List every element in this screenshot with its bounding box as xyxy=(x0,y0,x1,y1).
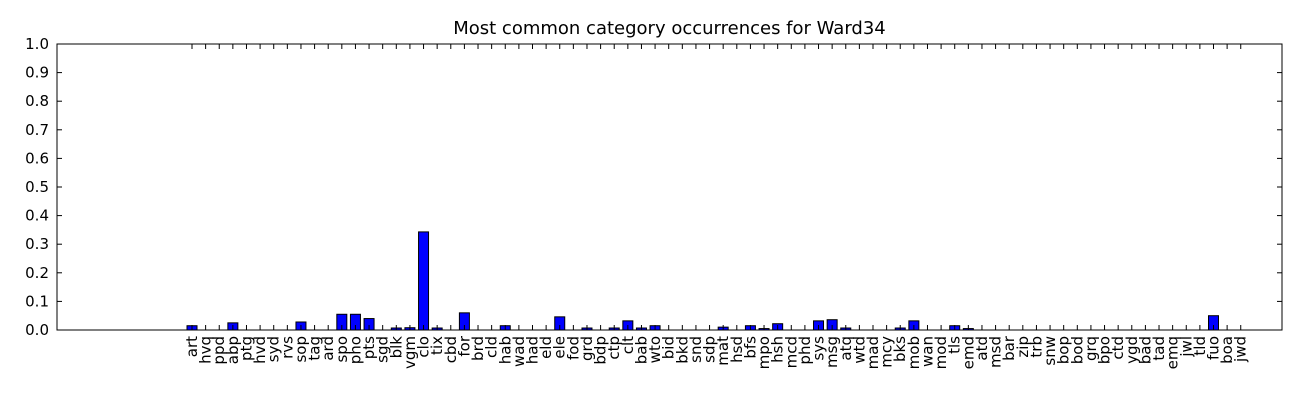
x-tick-label: pho xyxy=(346,336,364,364)
x-tick-label: clo xyxy=(415,336,433,358)
x-tick-label: blk xyxy=(387,336,405,359)
x-tick-label: had xyxy=(524,336,542,364)
x-tick-label: atq xyxy=(837,336,855,361)
y-tick-label: 0.2 xyxy=(25,264,49,282)
x-tick-label: grd xyxy=(578,336,596,361)
x-tick-label: bab xyxy=(632,336,650,364)
x-tick-label: sdp xyxy=(701,336,719,363)
plot-frame xyxy=(56,43,1283,331)
y-tick-label: 0.1 xyxy=(25,292,49,310)
x-tick-label: spo xyxy=(333,336,351,363)
y-tick-label: 0.9 xyxy=(25,64,49,82)
x-tick-label: brd xyxy=(469,336,487,361)
x-tick-label: msg xyxy=(823,336,841,368)
x-tick-label: grq xyxy=(1082,336,1100,361)
x-tick-label: snw xyxy=(1041,336,1059,366)
x-tick-label: phd xyxy=(796,336,814,365)
x-tick-label: trb xyxy=(1027,336,1045,358)
x-tick-label: wto xyxy=(646,336,664,363)
x-tick-label: mod xyxy=(932,336,950,369)
y-tick-label: 0.0 xyxy=(25,321,49,339)
x-tick-label: bpo xyxy=(1096,336,1114,364)
x-tick-label: wtd xyxy=(850,336,868,364)
x-tick-label: ygd xyxy=(1123,336,1141,364)
x-tick-label: boa xyxy=(1218,336,1236,364)
x-tick-label: wan xyxy=(918,336,936,367)
x-tick-label: fuo xyxy=(1205,336,1223,360)
x-tick-label: tag xyxy=(306,336,324,361)
x-tick-label: jwl xyxy=(1177,336,1195,358)
x-tick-label: bkd xyxy=(673,336,691,364)
x-tick-label: ptg xyxy=(237,336,255,361)
x-tick-label: sop xyxy=(292,336,310,363)
x-tick-label: ctd xyxy=(1109,336,1127,360)
x-tick-label: ard xyxy=(319,336,337,361)
x-tick-label: bod xyxy=(1068,336,1086,364)
x-tick-label: hvq xyxy=(197,336,215,364)
x-tick-label: sgd xyxy=(374,336,392,363)
x-tick-label: hab xyxy=(496,336,514,364)
x-tick-label: clt xyxy=(619,336,637,354)
bar-clo xyxy=(418,231,430,331)
x-tick-label: ppd xyxy=(210,336,228,365)
y-tick-label: 0.7 xyxy=(25,121,49,139)
x-tick-label: art xyxy=(183,336,201,357)
y-tick-label: 0.5 xyxy=(25,178,49,196)
y-tick-label: 0.3 xyxy=(25,235,49,253)
x-tick-label: mcd xyxy=(782,336,800,368)
x-tick-label: fod xyxy=(564,336,582,360)
x-tick-label: snd xyxy=(687,336,705,363)
y-tick-label: 0.8 xyxy=(25,92,49,110)
x-tick-label: jwd xyxy=(1232,336,1250,363)
x-tick-label: emd xyxy=(959,336,977,369)
x-tick-label: rvs xyxy=(278,336,296,359)
x-tick-label: mpo xyxy=(755,336,773,369)
x-tick-label: bfs xyxy=(741,336,759,359)
x-tick-label: zip xyxy=(1014,336,1032,358)
x-tick-label: bar xyxy=(1000,335,1018,361)
x-tick-label: mob xyxy=(905,336,923,369)
x-tick-label: ctp xyxy=(605,336,623,360)
x-tick-label: syd xyxy=(265,336,283,362)
x-tick-label: bdp xyxy=(592,336,610,365)
x-tick-label: tls xyxy=(946,336,964,354)
y-tick-label: 0.6 xyxy=(25,149,49,167)
x-tick-label: for xyxy=(455,335,473,356)
x-tick-label: vgm xyxy=(401,336,419,369)
x-tick-label: cld xyxy=(483,336,501,358)
x-tick-label: mad xyxy=(864,336,882,369)
x-tick-label: cbd xyxy=(442,336,460,363)
x-tick-label: msd xyxy=(987,336,1005,368)
x-tick-label: ele xyxy=(551,336,569,359)
x-tick-label: bad xyxy=(1136,336,1154,364)
chart-title: Most common category occurrences for War… xyxy=(453,18,886,39)
y-tick-label: 1.0 xyxy=(25,35,49,53)
x-tick-label: eld xyxy=(537,336,555,359)
x-tick-label: hvd xyxy=(251,336,269,364)
x-tick-label: tix xyxy=(428,336,446,355)
x-tick-label: mat xyxy=(714,336,732,366)
x-tick-label: sys xyxy=(810,336,828,361)
x-tick-label: hsd xyxy=(728,336,746,363)
x-tick-label: tad xyxy=(1150,336,1168,361)
x-tick-label: bop xyxy=(1055,336,1073,364)
x-tick-label: abp xyxy=(224,336,242,364)
x-tick-label: tld xyxy=(1191,336,1209,356)
x-tick-label: wad xyxy=(510,336,528,367)
x-tick-label: bks xyxy=(891,336,909,362)
x-tick-label: pts xyxy=(360,336,378,359)
x-tick-label: emq xyxy=(1164,336,1182,369)
x-tick-label: mcy xyxy=(878,336,896,368)
x-tick-label: bid xyxy=(660,336,678,359)
x-tick-label: atd xyxy=(973,336,991,361)
y-tick-label: 0.4 xyxy=(25,207,49,225)
x-tick-label: hsh xyxy=(769,336,787,363)
